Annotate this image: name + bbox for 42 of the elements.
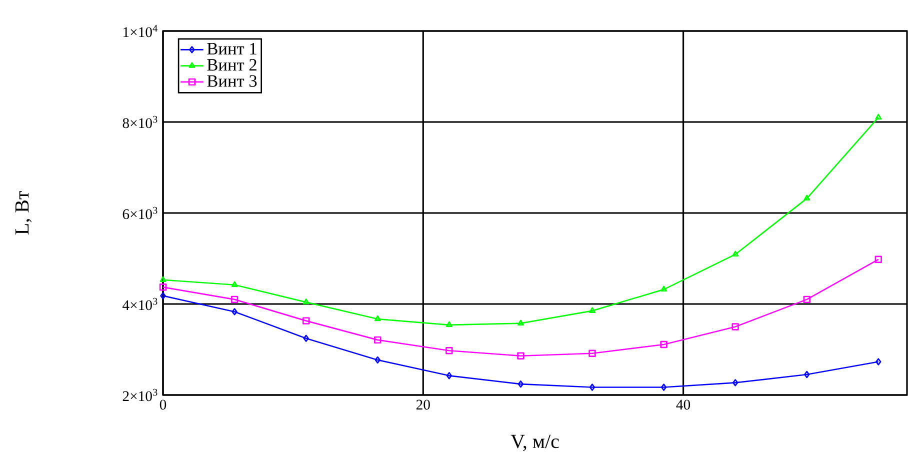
point (159, 284, 167, 291)
point (303, 334, 309, 342)
y-tick-label: 6×10$^{3}$ (122, 206, 158, 220)
point (732, 250, 739, 257)
x-tick-label: 20 (416, 400, 430, 410)
point (302, 298, 310, 304)
point (517, 320, 524, 326)
point (374, 315, 381, 322)
point (232, 308, 238, 316)
point (804, 370, 810, 378)
x-axis-title: V, м/с (510, 434, 559, 452)
point (589, 307, 596, 313)
point (804, 194, 810, 201)
point (803, 296, 810, 304)
point (732, 323, 739, 330)
point (231, 281, 238, 288)
point (302, 317, 310, 324)
y-tick-label: 1×10$^{4}$ (124, 24, 158, 38)
y-tick-label: 4×10$^{3}$ (122, 298, 158, 310)
x-tick-label: 0 (160, 400, 166, 410)
point (660, 286, 667, 292)
point (589, 384, 596, 391)
point (230, 296, 238, 304)
point (732, 379, 738, 386)
point (518, 380, 524, 388)
point (874, 256, 882, 264)
point (374, 356, 380, 364)
point (374, 336, 382, 344)
point (660, 384, 667, 391)
legend-label: Винт 2 (207, 59, 256, 71)
y-axis-title: L, Вт (15, 191, 32, 235)
point (660, 340, 668, 348)
legend-label: Винт 1 (207, 42, 256, 54)
y-tick-label: 8×10$^{3}$ (122, 116, 158, 128)
point (517, 352, 524, 360)
point (446, 347, 453, 354)
legend-label: Винт 3 (207, 75, 257, 87)
y-tick-label: 2×10$^{3}$ (122, 388, 158, 402)
point (588, 350, 596, 357)
point (446, 321, 452, 328)
x-tick-label: 40 (676, 400, 690, 410)
point (446, 372, 452, 380)
